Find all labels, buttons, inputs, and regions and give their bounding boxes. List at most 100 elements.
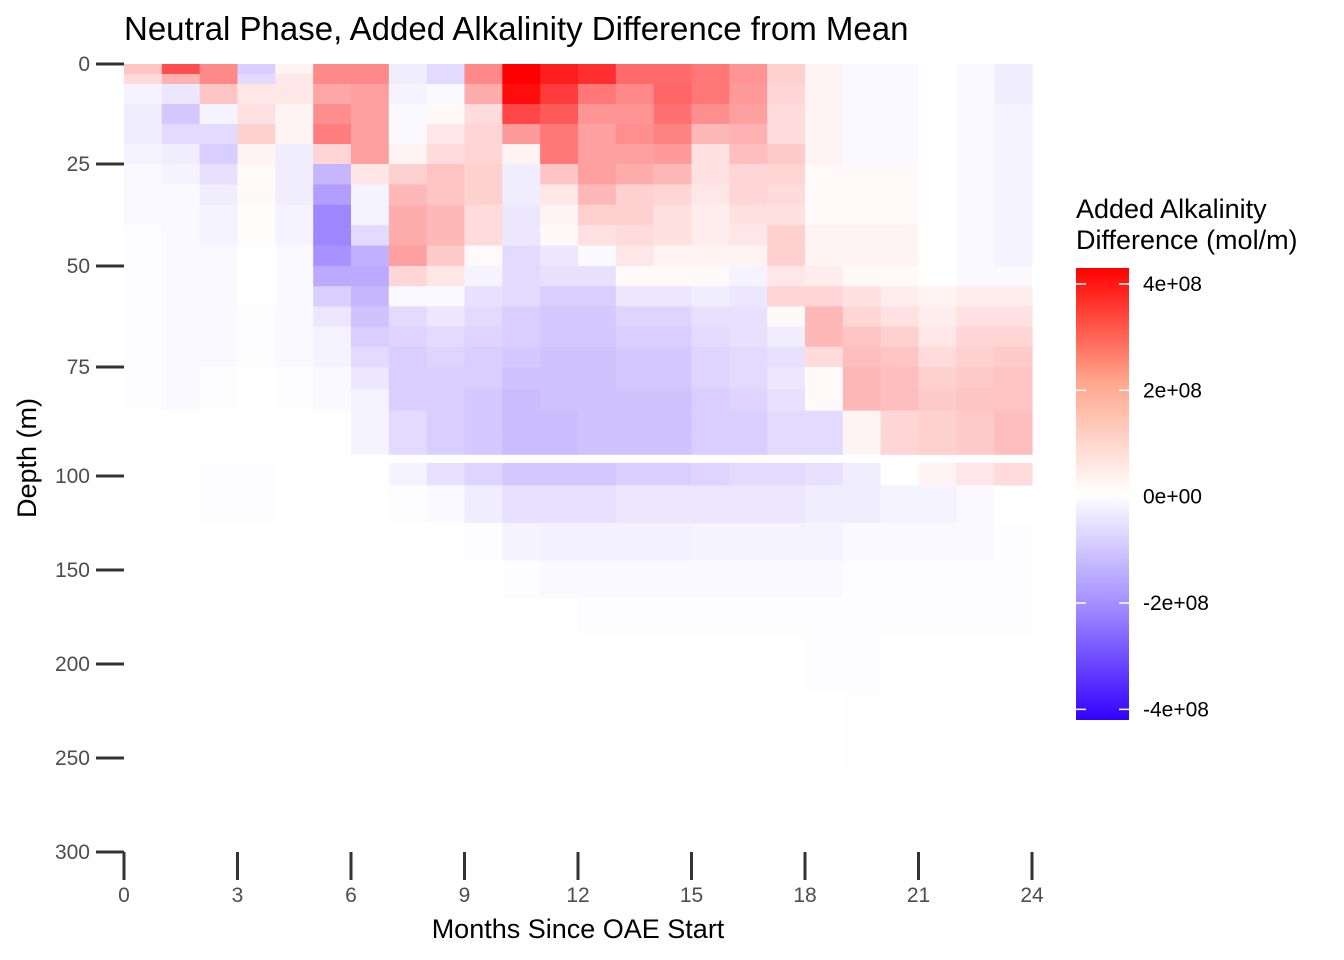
heatmap-cell bbox=[388, 767, 428, 853]
heatmap-cell bbox=[426, 124, 466, 145]
heatmap-cell bbox=[388, 410, 428, 433]
x-tick-label: 24 bbox=[1020, 884, 1044, 907]
heatmap-cell bbox=[767, 266, 806, 287]
heatmap-cell bbox=[199, 84, 239, 105]
heatmap-cell bbox=[161, 124, 201, 145]
heatmap-cell bbox=[653, 432, 693, 455]
heatmap-cell bbox=[615, 767, 655, 853]
heatmap-cell bbox=[199, 184, 239, 206]
heatmap-cell bbox=[918, 225, 957, 247]
heatmap-cell bbox=[653, 346, 693, 368]
heatmap-cell bbox=[199, 432, 239, 455]
heatmap-cell bbox=[653, 367, 693, 390]
heatmap-cell bbox=[578, 225, 617, 247]
x-tick-label: 9 bbox=[459, 884, 471, 907]
heatmap-cell bbox=[653, 266, 693, 287]
heatmap-cell bbox=[351, 286, 390, 307]
heatmap-cell bbox=[388, 523, 428, 562]
heatmap-cell bbox=[880, 84, 920, 105]
heatmap-cell bbox=[956, 64, 995, 75]
y-tick-label: 150 bbox=[55, 559, 90, 582]
heatmap-cell bbox=[540, 326, 579, 348]
heatmap-cell bbox=[502, 184, 541, 206]
heatmap-cell bbox=[199, 245, 239, 267]
x-tick-label: 21 bbox=[907, 884, 930, 907]
heatmap-cell bbox=[994, 432, 1033, 455]
heatmap-cell bbox=[918, 266, 957, 287]
heatmap-cell bbox=[729, 104, 768, 125]
heatmap-cell bbox=[994, 598, 1033, 637]
heatmap-cell bbox=[805, 184, 844, 206]
heatmap-cell bbox=[578, 204, 617, 226]
heatmap-cell bbox=[502, 64, 541, 75]
heatmap-cell bbox=[880, 306, 920, 328]
heatmap-cell bbox=[880, 124, 920, 145]
heatmap-cell bbox=[199, 286, 239, 307]
heatmap-cell bbox=[351, 164, 390, 185]
heatmap-cell bbox=[842, 346, 882, 368]
heatmap-cell bbox=[161, 560, 201, 599]
heatmap-cell bbox=[502, 367, 541, 390]
heatmap-cell bbox=[918, 410, 957, 433]
heatmap-cell bbox=[124, 64, 163, 75]
heatmap-cell bbox=[313, 598, 352, 637]
heatmap-cell bbox=[124, 635, 163, 693]
heatmap-cell bbox=[464, 144, 503, 165]
heatmap-cell bbox=[426, 523, 466, 562]
heatmap-cell bbox=[502, 144, 541, 165]
heatmap-cell bbox=[918, 306, 957, 328]
heatmap-cell bbox=[805, 326, 844, 348]
heatmap-cell bbox=[426, 635, 466, 693]
heatmap-cell bbox=[918, 767, 957, 853]
heatmap-cell bbox=[842, 560, 882, 599]
heatmap-cell bbox=[880, 164, 920, 185]
heatmap-cell bbox=[237, 462, 276, 486]
heatmap-cell bbox=[502, 245, 541, 267]
heatmap-cell bbox=[691, 84, 730, 105]
heatmap-cell bbox=[653, 204, 693, 226]
heatmap-cell bbox=[351, 462, 390, 486]
heatmap-cell bbox=[615, 104, 655, 125]
heatmap-cell bbox=[842, 144, 882, 165]
heatmap-cell bbox=[805, 485, 844, 524]
heatmap-cell bbox=[124, 144, 163, 165]
heatmap-cell bbox=[237, 523, 276, 562]
heatmap-cell bbox=[275, 245, 314, 267]
heatmap-cell bbox=[540, 144, 579, 165]
heatmap-cell bbox=[880, 635, 920, 693]
heatmap-cell bbox=[237, 64, 276, 75]
heatmap-cell bbox=[880, 410, 920, 433]
heatmap-cell bbox=[615, 388, 655, 412]
heatmap-cell bbox=[691, 485, 730, 524]
heatmap-cell bbox=[464, 306, 503, 328]
heatmap-cell bbox=[540, 410, 579, 433]
heatmap-cell bbox=[124, 104, 163, 125]
heatmap-cell bbox=[578, 346, 617, 368]
heatmap-cell bbox=[578, 410, 617, 433]
heatmap-cell bbox=[767, 245, 806, 267]
heatmap-cell bbox=[918, 432, 957, 455]
heatmap-cell bbox=[124, 306, 163, 328]
heatmap-cell bbox=[124, 164, 163, 185]
legend-color-bar bbox=[1076, 268, 1129, 720]
heatmap-cell bbox=[464, 485, 503, 524]
heatmap-cell bbox=[578, 388, 617, 412]
heatmap-cell bbox=[124, 124, 163, 145]
heatmap-cell bbox=[691, 346, 730, 368]
heatmap-cell bbox=[767, 84, 806, 105]
heatmap-cell bbox=[161, 286, 201, 307]
y-tick-label: 75 bbox=[67, 356, 90, 379]
heatmap-cell bbox=[956, 598, 995, 637]
x-axis-title: Months Since OAE Start bbox=[432, 914, 725, 944]
heatmap-cell bbox=[313, 245, 352, 267]
heatmap-cell bbox=[805, 164, 844, 185]
heatmap-cell bbox=[918, 245, 957, 267]
heatmap-cell bbox=[351, 225, 390, 247]
heatmap-cell bbox=[388, 635, 428, 693]
heatmap-cell bbox=[540, 164, 579, 185]
heatmap-cell bbox=[161, 767, 201, 853]
heatmap-cell bbox=[388, 266, 428, 287]
heatmap-cell bbox=[313, 560, 352, 599]
heatmap-cell bbox=[729, 306, 768, 328]
